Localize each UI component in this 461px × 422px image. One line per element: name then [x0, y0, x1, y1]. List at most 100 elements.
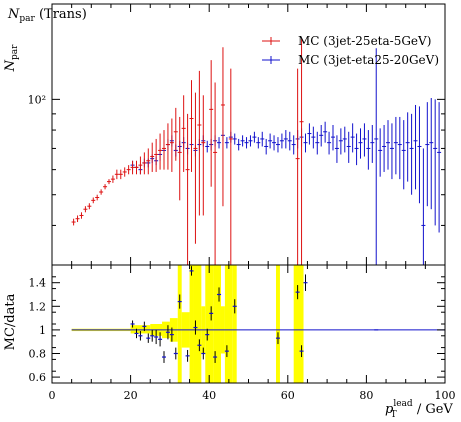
blue-data-point: [283, 130, 288, 149]
red-data-point: [99, 189, 104, 195]
mc-uncertainty-band: [293, 265, 304, 383]
red-data-point: [158, 133, 163, 170]
mc-uncertainty-band: [205, 265, 214, 383]
blue-data-point: [405, 112, 410, 182]
ratio-point: [146, 333, 151, 343]
red-data-point: [110, 175, 115, 183]
x-tick-label: 60: [281, 389, 295, 402]
mc-uncertainty-band: [276, 265, 280, 383]
x-tick-label: 20: [124, 389, 138, 402]
blue-data-point: [358, 128, 363, 159]
red-data-point: [150, 142, 155, 172]
blue-data-point: [421, 148, 426, 265]
red-data-point: [91, 197, 96, 204]
ratio-point: [162, 351, 167, 363]
blue-data-point: [272, 135, 277, 151]
blue-data-point: [417, 106, 422, 204]
ratio-point: [232, 299, 237, 314]
red-data-point: [134, 160, 139, 175]
blue-data-point: [437, 102, 442, 233]
blue-data-point: [319, 124, 324, 147]
mc-uncertainty-band: [189, 265, 194, 383]
blue-data-point: [338, 128, 343, 155]
blue-data-point: [275, 137, 280, 153]
ratio-point: [165, 325, 170, 340]
blue-data-point: [389, 123, 394, 180]
red-data-point: [79, 212, 84, 219]
blue-data-point: [378, 128, 383, 177]
y-tick-label: 10²: [28, 93, 46, 106]
red-data-point: [138, 156, 143, 175]
blue-data-point: [236, 138, 241, 151]
ratio-point: [201, 347, 206, 360]
blue-data-point: [433, 99, 438, 226]
blue-data-point: [315, 131, 320, 155]
blue-data-point: [327, 131, 332, 155]
red-data-point: [213, 82, 218, 265]
red-data-point: [75, 215, 80, 223]
red-data-point: [197, 70, 202, 216]
blue-data-point: [224, 137, 229, 149]
mc-uncertainty-band: [224, 265, 233, 383]
ratio-point: [154, 329, 159, 345]
red-data-point: [220, 47, 225, 207]
ratio-y-tick-label: 1.2: [29, 300, 47, 313]
blue-data-point: [346, 131, 351, 163]
blue-data-point: [303, 133, 308, 153]
ratio-point: [275, 332, 280, 345]
mc-uncertainty-band: [130, 325, 151, 334]
mc-uncertainty-band: [193, 265, 202, 383]
red-data-point: [83, 206, 88, 213]
ratio-point: [205, 328, 210, 341]
red-data-point: [173, 107, 178, 161]
ratio-point: [142, 321, 147, 332]
red-data-point: [95, 194, 100, 201]
red-data-point: [181, 95, 186, 172]
mc-uncertainty-band: [232, 265, 237, 383]
red-data-point: [146, 148, 151, 175]
red-data-point: [103, 184, 108, 190]
mc-uncertainty-band: [213, 265, 221, 383]
blue-data-point: [205, 140, 210, 153]
blue-data-point: [260, 131, 265, 147]
ratio-point: [173, 347, 178, 360]
ratio-point: [138, 331, 143, 341]
plot-title: Npar (Trans): [7, 7, 87, 24]
blue-data-point: [252, 131, 257, 143]
ratio-point: [209, 306, 214, 321]
y-axis-label-top: Npar: [3, 44, 20, 73]
red-data-point: [114, 169, 119, 180]
red-data-point: [189, 80, 194, 172]
blue-data-point: [386, 120, 391, 170]
red-data-point: [193, 92, 198, 244]
red-data-point: [209, 60, 214, 187]
ratio-point: [150, 329, 155, 342]
ratio-point: [303, 274, 308, 291]
red-data-point: [299, 39, 304, 265]
red-data-point: [71, 218, 76, 226]
blue-data-point: [240, 135, 245, 147]
ratio-point: [130, 320, 135, 328]
blue-data-point: [382, 124, 387, 172]
blue-data-point: [362, 123, 367, 157]
blue-data-point: [413, 104, 418, 190]
ratio-point: [299, 345, 304, 358]
red-data-point: [201, 95, 206, 216]
blue-data-point: [217, 137, 222, 149]
blue-data-point: [323, 121, 328, 143]
ratio-y-tick-label: 0.8: [29, 348, 47, 361]
red-data-point: [185, 113, 190, 265]
red-data-point: [165, 123, 170, 170]
ratio-point: [189, 266, 194, 276]
ratio-point: [193, 320, 198, 335]
x-tick-label: 40: [202, 389, 216, 402]
red-data-point: [130, 160, 135, 175]
legend-label-blue: MC (3jet-eta25-20GeV): [298, 53, 439, 67]
blue-data-point: [287, 131, 292, 151]
mc-uncertainty-band: [177, 265, 182, 383]
legend: MC (3jet-25eta-5GeV) MC (3jet-eta25-20Ge…: [262, 34, 439, 67]
blue-data-point: [397, 116, 402, 180]
red-data-point: [154, 138, 159, 172]
red-data-point: [295, 68, 300, 265]
